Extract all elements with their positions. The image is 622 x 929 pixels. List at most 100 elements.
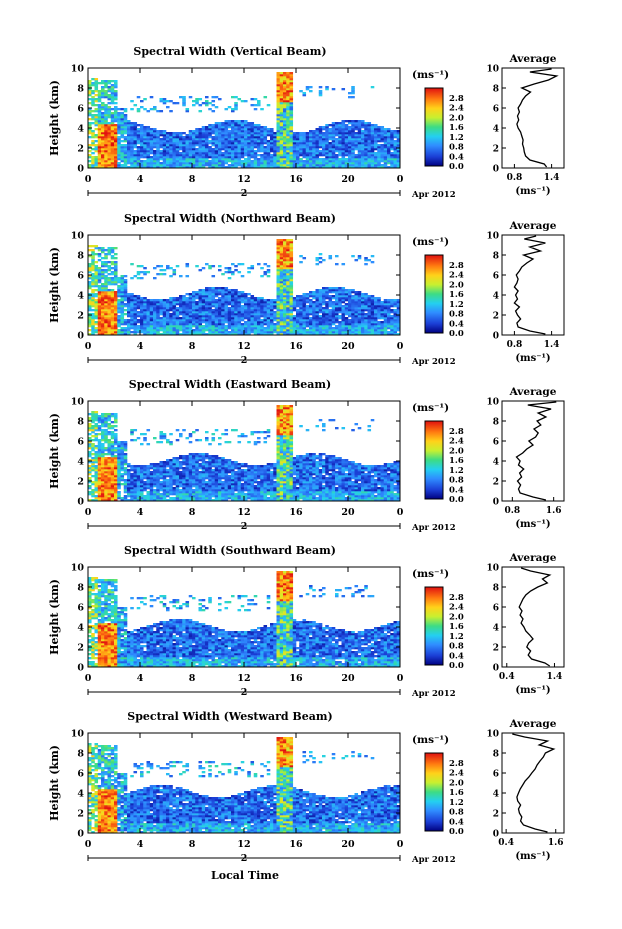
heatmap-cell	[322, 311, 326, 314]
heatmap-cell	[380, 158, 385, 161]
heatmap-cell	[387, 333, 391, 336]
heatmap-cell	[351, 327, 355, 330]
heatmap-cell	[127, 144, 131, 147]
heatmap-cell	[88, 112, 92, 115]
heatmap-cell	[188, 140, 193, 143]
heatmap-cell	[341, 134, 346, 137]
heatmap-cell	[341, 327, 346, 330]
heatmap-cell	[247, 138, 251, 141]
heatmap-cell	[247, 321, 251, 324]
heatmap-cell	[393, 301, 398, 304]
heatmap-cell	[169, 162, 173, 165]
heatmap-cell	[380, 313, 385, 316]
colorbar-tick-label: 2.4	[449, 104, 464, 114]
heatmap-cell	[260, 315, 264, 318]
heatmap-cell	[143, 138, 147, 141]
heatmap-cell	[195, 128, 199, 131]
heatmap-cell	[88, 333, 92, 336]
heatmap-cell	[104, 108, 108, 111]
heatmap-cell	[179, 158, 183, 161]
heatmap-cell	[149, 150, 154, 153]
heatmap-cell	[114, 86, 118, 89]
heatmap-cell	[221, 134, 225, 137]
heatmap-cell	[140, 265, 144, 268]
heatmap-cell	[91, 98, 95, 101]
heatmap-cell	[370, 166, 375, 169]
heatmap-cell	[240, 315, 245, 318]
heatmap-cell	[244, 293, 248, 296]
heatmap-cell	[286, 108, 290, 111]
heatmap-cell	[136, 265, 141, 268]
heatmap-cell	[218, 122, 222, 125]
heatmap-cell	[302, 309, 307, 312]
heatmap-cell	[117, 118, 121, 121]
heatmap-cell	[231, 96, 235, 99]
heatmap-cell	[322, 303, 326, 306]
heatmap-cell	[185, 136, 190, 139]
heatmap-cell	[198, 164, 203, 167]
heatmap-cell	[361, 156, 365, 159]
heatmap-cell	[205, 295, 209, 298]
heatmap-cell	[166, 156, 170, 159]
heatmap-cell	[244, 150, 248, 153]
heatmap-cell	[114, 126, 118, 129]
heatmap-cell	[383, 160, 388, 163]
heatmap-cell	[123, 148, 128, 151]
heatmap-cell	[377, 162, 381, 165]
heatmap-cell	[302, 333, 307, 336]
heatmap-cell	[221, 122, 225, 125]
heatmap-cell	[91, 265, 95, 268]
heatmap-cell	[370, 311, 375, 314]
heatmap-cell	[250, 164, 255, 167]
heatmap-cell	[250, 323, 255, 326]
heatmap-cell	[156, 110, 160, 113]
heatmap-cell	[315, 309, 320, 312]
heatmap-cell	[279, 110, 284, 113]
heatmap-cell	[383, 305, 388, 308]
heatmap-cell	[357, 146, 362, 149]
heatmap-cell	[175, 160, 180, 163]
heatmap-cell	[159, 327, 164, 330]
heatmap-cell	[367, 128, 372, 131]
heatmap-cell	[192, 303, 196, 306]
heatmap-cell	[234, 289, 238, 292]
heatmap-cell	[387, 323, 391, 326]
heatmap-cell	[234, 96, 238, 99]
heatmap-cell	[107, 325, 112, 328]
heatmap-cell	[370, 158, 375, 161]
heatmap-cell	[156, 303, 160, 306]
heatmap-cell	[341, 287, 346, 290]
heatmap-cell	[218, 291, 222, 294]
heatmap-cell	[205, 162, 209, 165]
heatmap-cell	[101, 96, 105, 99]
heatmap-cell	[88, 499, 92, 502]
heatmap-cell	[364, 150, 368, 153]
heatmap-cell	[114, 269, 118, 272]
heatmap-cell	[390, 303, 394, 306]
heatmap-cell	[279, 142, 284, 145]
heatmap-cell	[101, 273, 105, 276]
heatmap-cell	[318, 132, 323, 135]
x-tick-label: 20	[341, 341, 355, 352]
heatmap-cell	[123, 110, 128, 113]
heatmap-cell	[263, 96, 268, 99]
heatmap-cell	[283, 164, 287, 167]
heatmap-cell	[325, 303, 329, 306]
heatmap-cell	[162, 325, 167, 328]
heatmap-cell	[354, 138, 359, 141]
heatmap-cell	[104, 92, 108, 95]
heatmap-cell	[201, 327, 206, 330]
avg-title: Average	[509, 53, 557, 65]
heatmap-cell	[88, 325, 92, 328]
heatmap-cell	[218, 152, 222, 155]
heatmap-cell	[136, 162, 141, 165]
heatmap-cell	[250, 104, 255, 107]
heatmap-cell	[107, 98, 112, 101]
heatmap-cell	[182, 96, 186, 99]
heatmap-cell	[104, 309, 108, 312]
heatmap-cell	[240, 124, 245, 127]
heatmap-cell	[224, 311, 229, 314]
heatmap-cell	[133, 140, 138, 143]
heatmap-cell	[240, 329, 245, 332]
heatmap-cell	[153, 136, 157, 139]
